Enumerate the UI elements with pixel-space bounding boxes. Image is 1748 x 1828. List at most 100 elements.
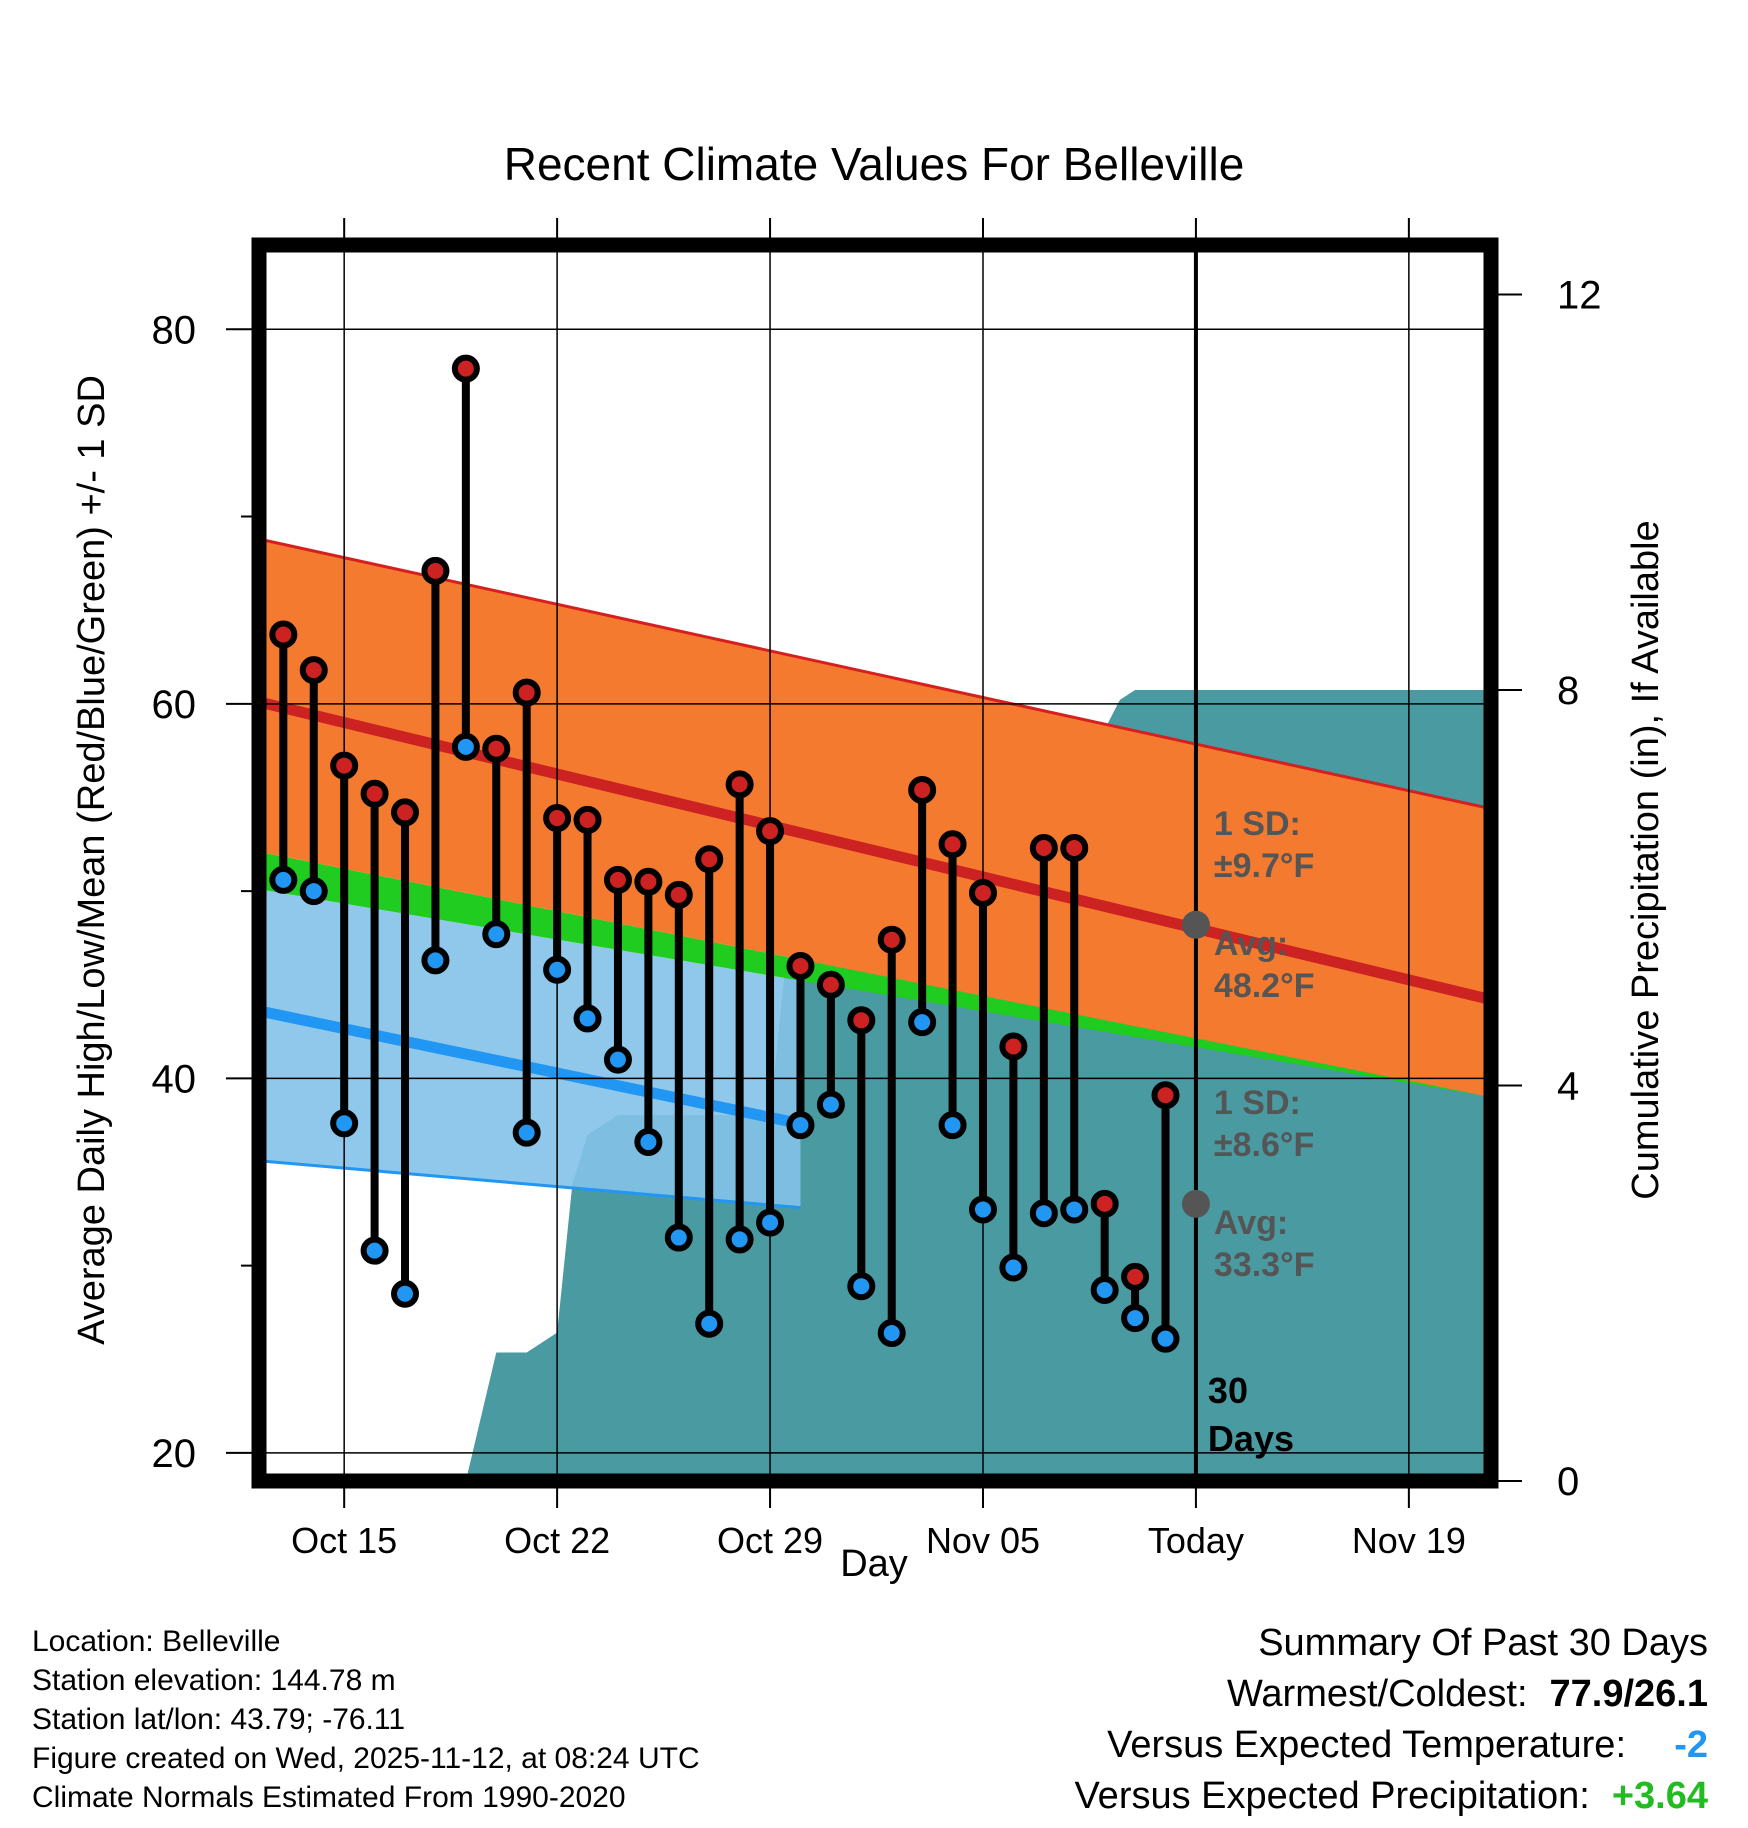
warmest-value: 77.9/26.1 xyxy=(1549,1673,1708,1715)
low-point xyxy=(725,1225,754,1254)
low-point xyxy=(482,920,511,949)
low-point xyxy=(908,1008,937,1037)
plot-area xyxy=(266,252,1484,1474)
precip-value: +3.64 xyxy=(1611,1775,1708,1817)
low-point xyxy=(1151,1324,1180,1353)
days-number: 30 xyxy=(1208,1370,1248,1411)
high-point xyxy=(1029,834,1058,863)
y2-tick-label: 12 xyxy=(1557,273,1602,317)
high-point xyxy=(330,751,359,780)
high-point xyxy=(847,1006,876,1035)
low-avg-marker xyxy=(1181,1189,1210,1218)
y2-axis-label: Cumulative Precipitation (in), If Availa… xyxy=(1625,520,1667,1199)
plot-frame xyxy=(251,237,1499,1489)
info-normals: Climate Normals Estimated From 1990-2020 xyxy=(32,1781,626,1814)
low-point xyxy=(360,1236,389,1265)
warmest-label: Warmest/Coldest: xyxy=(1226,1673,1528,1715)
high-point xyxy=(421,556,450,585)
high-point xyxy=(391,798,420,827)
low-point xyxy=(756,1208,785,1237)
low-point xyxy=(603,1045,632,1074)
x-tick-label: Today xyxy=(1148,1520,1244,1561)
chart-overlay: 1 SD: ±9.7°F Avg: 48.2°F 1 SD: ±8.6°F Avg: 33.3… xyxy=(152,218,1602,1561)
low-point xyxy=(999,1253,1028,1282)
y-tick-label: 60 xyxy=(152,683,197,727)
low-point xyxy=(1060,1195,1089,1224)
high-sd-value: ±9.7°F xyxy=(1214,847,1314,885)
y-tick-label: 80 xyxy=(152,308,197,352)
y2-tick-label: 8 xyxy=(1557,669,1579,713)
climate-chart: Recent Climate Values For Belleville 1 S… xyxy=(71,138,1667,1585)
high-point xyxy=(603,865,632,894)
temp-value: -2 xyxy=(1674,1724,1708,1766)
x-tick-label: Nov 05 xyxy=(926,1520,1040,1561)
high-avg-label: Avg: xyxy=(1214,925,1288,963)
summary-warmest-row: Warmest/Coldest: 77.9/26.1 xyxy=(1074,1669,1708,1720)
high-point xyxy=(1151,1081,1180,1110)
high-point xyxy=(1060,834,1089,863)
low-point xyxy=(421,946,450,975)
info-elevation: Station elevation: 144.78 m xyxy=(32,1664,396,1697)
low-point xyxy=(847,1272,876,1301)
high-point xyxy=(543,804,572,833)
low-sd-value: ±8.6°F xyxy=(1214,1126,1314,1164)
precip-label: Versus Expected Precipitation: xyxy=(1074,1775,1590,1817)
high-point xyxy=(968,878,997,907)
y-tick-label: 40 xyxy=(152,1057,197,1101)
low-sd-band xyxy=(266,890,801,1208)
high-point xyxy=(877,925,906,954)
high-point xyxy=(512,678,541,707)
high-point xyxy=(938,830,967,859)
low-point xyxy=(1090,1275,1119,1304)
x-tick-label: Oct 29 xyxy=(717,1520,823,1561)
low-point xyxy=(451,732,480,761)
info-created: Figure created on Wed, 2025-11-12, at 08… xyxy=(32,1742,700,1775)
high-point xyxy=(360,779,389,808)
y2-tick-label: 0 xyxy=(1557,1460,1579,1504)
low-point xyxy=(573,1004,602,1033)
x-tick-label: Nov 19 xyxy=(1352,1520,1466,1561)
high-sd-label: 1 SD: xyxy=(1214,805,1301,843)
days-word: Days xyxy=(1208,1418,1294,1459)
low-point xyxy=(816,1090,845,1119)
station-info: Location: Belleville Station elevation: … xyxy=(32,1622,700,1817)
high-point xyxy=(1090,1189,1119,1218)
low-point xyxy=(1121,1304,1150,1333)
y-axis-label: Average Daily High/Low/Mean (Red/Blue/Gr… xyxy=(71,375,113,1345)
low-point xyxy=(877,1319,906,1348)
chart-title: Recent Climate Values For Belleville xyxy=(504,138,1245,190)
mean-band xyxy=(266,853,1484,1096)
x-tick-label: Oct 15 xyxy=(291,1520,397,1561)
high-point xyxy=(786,952,815,980)
low-point xyxy=(634,1128,663,1157)
high-point xyxy=(908,775,937,804)
low-point xyxy=(695,1309,724,1338)
summary-temp-row: Versus Expected Temperature: -2 xyxy=(1074,1720,1708,1771)
high-point xyxy=(573,805,602,834)
high-point xyxy=(999,1032,1028,1061)
low-point xyxy=(1029,1199,1058,1228)
low-avg-value: 33.3°F xyxy=(1214,1246,1315,1284)
high-point xyxy=(816,970,845,999)
high-point xyxy=(756,817,785,846)
low-point xyxy=(938,1111,967,1140)
low-point xyxy=(269,865,298,894)
low-point xyxy=(664,1223,693,1252)
y2-tick-label: 4 xyxy=(1557,1064,1579,1108)
low-point xyxy=(512,1118,541,1147)
summary-precip-row: Versus Expected Precipitation: +3.64 xyxy=(1074,1771,1708,1822)
low-point xyxy=(299,877,328,906)
high-point xyxy=(664,880,693,909)
temp-label: Versus Expected Temperature: xyxy=(1107,1724,1626,1766)
low-point xyxy=(968,1195,997,1224)
high-point xyxy=(269,620,298,649)
high-point xyxy=(634,867,663,896)
summary-title: Summary Of Past 30 Days xyxy=(1258,1622,1708,1664)
summary-panel: Summary Of Past 30 Days Warmest/Coldest:… xyxy=(1074,1618,1708,1822)
info-location: Location: Belleville xyxy=(32,1625,281,1658)
low-point xyxy=(330,1109,359,1138)
high-avg-marker xyxy=(1181,910,1210,939)
high-sd-band xyxy=(266,540,1484,1096)
y-tick-label: 20 xyxy=(152,1432,197,1476)
low-avg-label: Avg: xyxy=(1214,1204,1288,1242)
